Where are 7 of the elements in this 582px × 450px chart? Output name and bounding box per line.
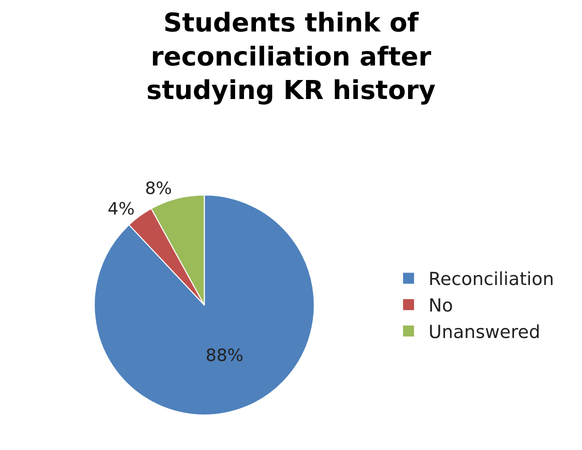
chart-title: Students think of reconciliation after studying KR history — [146, 8, 436, 106]
legend-label: No — [428, 296, 454, 317]
legend-label: Unanswered — [428, 322, 540, 344]
data-label: 88% — [206, 346, 244, 366]
data-label: 8% — [144, 179, 172, 200]
legend-label: Reconciliation — [428, 269, 554, 290]
data-label: 4% — [108, 199, 135, 220]
